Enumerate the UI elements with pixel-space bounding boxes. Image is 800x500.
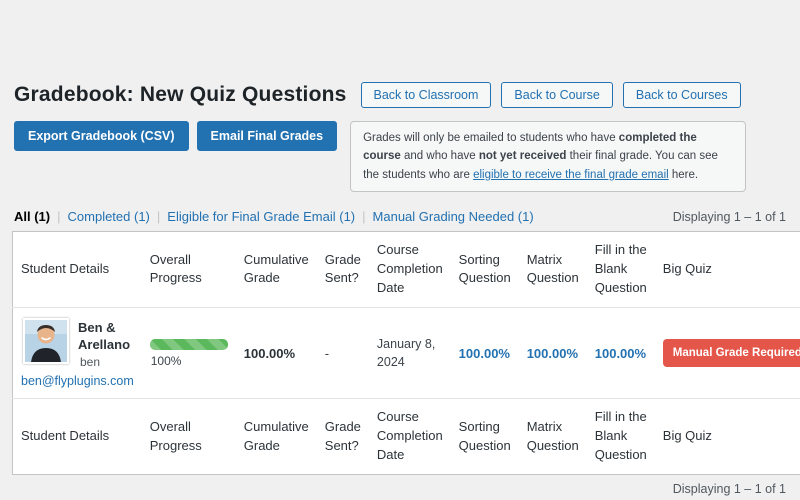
filter-completed[interactable]: Completed (1) [67,209,150,225]
table-row: Ben & Arellano ben ben@flyplugins.com 10… [13,307,800,399]
column-header-fill-in-the-blank-question: Fill in the Blank Question [586,231,655,308]
notice-text: here. [668,168,699,181]
sorting-question-cell: 100.00% [451,307,519,399]
back-to-classroom-button[interactable]: Back to Classroom [360,82,492,108]
column-header-matrix-question: Matrix Question [518,231,587,308]
footer-column-big-quiz: Big Quiz [654,398,800,475]
student-username: ben [80,355,101,370]
manual-grade-required-button[interactable]: Manual Grade Required [662,339,800,368]
progress-percent-label: 100% [150,353,182,368]
column-header-student-details: Student Details [12,231,142,308]
page-header: Gradebook: New Quiz Questions Back to Cl… [12,0,788,108]
course-completion-date-cell: January 8, 2024 [369,307,451,399]
grade-sent-cell: - [317,307,369,399]
sorting-question-grade: 100.00% [458,345,510,361]
actions-row: Export Gradebook (CSV) Email Final Grade… [12,121,788,193]
view-filters: All (1) | Completed (1) | Eligible for Final… [14,209,534,224]
eligible-students-link[interactable]: eligible to receive the final grade emai… [473,168,669,181]
gradebook-table: Student Details Overall Progress Cumulat… [12,231,800,476]
export-gradebook-csv-button[interactable]: Export Gradebook (CSV) [14,121,189,151]
footer-column-student-details: Student Details [12,398,142,475]
footer-column-grade-sent: Grade Sent? [316,398,369,475]
student-name: Ben & Arellano [78,319,131,352]
filter-separator: | [57,209,61,225]
big-quiz-cell: Manual Grade Required [655,307,800,399]
notice-bold-not-received: not yet received [478,150,567,163]
filter-separator: | [156,209,161,225]
column-header-course-completion-date: Course Completion Date [368,231,451,308]
fill-in-the-blank-question-cell: 100.00% [587,307,655,399]
completion-date-value: January 8, 2024 [376,336,436,370]
footer-column-course-completion-date: Course Completion Date [368,398,451,475]
cumulative-grade-cell: 100.00% [236,307,317,399]
matrix-question-cell: 100.00% [519,307,587,399]
filter-all[interactable]: All (1) [14,209,51,225]
email-eligibility-notice: Grades will only be emailed to students … [350,121,747,193]
student-details-cell: Ben & Arellano ben ben@flyplugins.com [13,307,142,399]
filter-row: All (1) | Completed (1) | Eligible for Final… [12,209,788,224]
fill-in-the-blank-grade: 100.00% [594,345,647,361]
email-final-grades-button[interactable]: Email Final Grades [196,121,338,151]
page-title: Gradebook: New Quiz Questions [14,83,347,106]
filter-manual-grading-needed[interactable]: Manual Grading Needed (1) [372,209,534,225]
notice-text: their final grade. You can see the stude… [363,150,718,181]
progress-bar [149,338,228,350]
notice-bold-completed: completed the course [363,132,697,163]
footer-column-sorting-question: Sorting Question [450,398,519,475]
filter-separator: | [362,209,366,225]
filter-eligible-final-grade-email[interactable]: Eligible for Final Grade Email (1) [167,209,356,225]
column-header-cumulative-grade: Cumulative Grade [235,231,317,308]
column-header-grade-sent: Grade Sent? [316,231,369,308]
displaying-count-bottom: Displaying 1 – 1 of 1 [672,482,786,497]
notice-text: Grades will only be emailed to students … [363,132,619,144]
footer-column-cumulative-grade: Cumulative Grade [235,398,317,475]
column-header-sorting-question: Sorting Question [450,231,519,308]
grade-sent-value: - [324,345,330,361]
footer-column-matrix-question: Matrix Question [518,398,587,475]
back-to-courses-button[interactable]: Back to Courses [622,82,741,108]
cumulative-grade-value: 100.00% [243,345,296,361]
student-email-link[interactable]: ben@flyplugins.com [21,374,134,389]
overall-progress-cell: 100% [142,307,236,399]
footer-column-overall-progress: Overall Progress [141,398,236,475]
column-header-overall-progress: Overall Progress [141,231,236,308]
notice-text: and who have [400,150,479,163]
displaying-count-top: Displaying 1 – 1 of 1 [672,210,786,225]
column-header-big-quiz: Big Quiz [654,231,800,308]
table-header-row: Student Details Overall Progress Cumulat… [12,231,800,308]
student-avatar [23,317,69,364]
table-footer-row: Student Details Overall Progress Cumulat… [12,398,800,475]
matrix-question-grade: 100.00% [526,345,579,361]
back-to-course-button[interactable]: Back to Course [501,82,613,108]
footer-column-fill-in-the-blank-question: Fill in the Blank Question [586,398,655,475]
